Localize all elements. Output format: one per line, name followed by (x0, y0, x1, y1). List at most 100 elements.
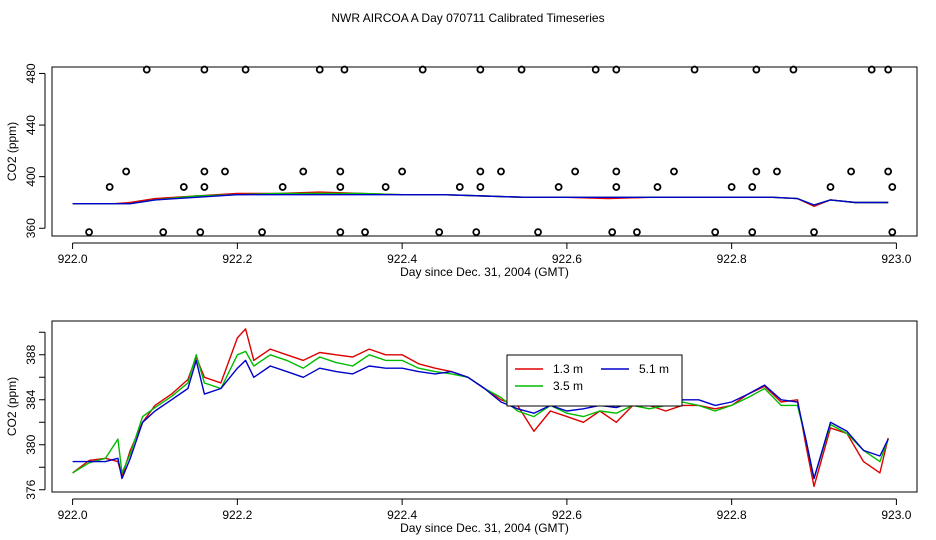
calibration-point (612, 183, 621, 191)
calibration-point (670, 167, 678, 176)
calibration-point (884, 65, 893, 74)
calibration-point (336, 183, 345, 191)
calibration-point (299, 167, 308, 176)
y-tick-label: 480 (24, 63, 38, 83)
calibration-point (455, 183, 464, 191)
x-tick-label: 922.0 (58, 252, 88, 266)
calibration-point (200, 65, 209, 74)
calibration-point (653, 183, 662, 191)
calibration-point (748, 228, 757, 237)
calibration-point (221, 167, 229, 176)
calibration-point (497, 167, 505, 176)
x-tick-label: 923.0 (881, 508, 911, 522)
x-tick-label: 922.2 (222, 252, 252, 266)
calibration-point (476, 183, 485, 191)
calibration-point (315, 65, 324, 74)
y-tick-label: 400 (24, 166, 38, 186)
x-tick-label: 922.8 (717, 252, 747, 266)
series-line-51m (72, 359, 889, 480)
x-tick-label: 922.2 (222, 508, 252, 522)
calibration-point (200, 183, 209, 191)
calibration-point (476, 65, 485, 74)
calibration-point (179, 183, 188, 191)
y-tick-label: 360 (24, 218, 38, 238)
calibration-point (200, 167, 209, 176)
x-tick-label: 923.0 (881, 252, 911, 266)
calibration-point (142, 65, 151, 74)
x-tick-label: 922.4 (387, 508, 417, 522)
calibration-point (554, 183, 563, 191)
series-line-51m (72, 193, 889, 206)
calibration-point (435, 228, 444, 237)
series-line-35m (72, 350, 889, 480)
calibration-point (472, 228, 481, 237)
series-line-13m (72, 328, 889, 488)
series-line-13m (72, 191, 889, 208)
calibration-point (888, 183, 897, 191)
calibration-point (711, 228, 720, 237)
calibration-point (517, 65, 526, 74)
calibration-point (258, 228, 266, 237)
calibration-point (196, 228, 205, 237)
x-tick-label: 922.4 (387, 252, 417, 266)
calibration-point (690, 65, 699, 74)
x-tick-label: 922.6 (552, 508, 582, 522)
calibration-point (847, 167, 855, 176)
series-line-35m (72, 192, 889, 206)
calibration-point (476, 167, 485, 176)
calibration-point (418, 65, 427, 74)
calibration-point (727, 183, 736, 191)
legend-label: 3.5 m (553, 379, 583, 393)
legend-label: 1.3 m (553, 362, 583, 376)
calibration-point (633, 228, 641, 237)
main-title: NWR AIRCOA A Day 070711 Calibrated Times… (331, 11, 604, 25)
calibration-point (773, 167, 781, 176)
x-axis-title: Day since Dec. 31, 2004 (GMT) (400, 265, 569, 279)
plot-frame (51, 320, 918, 493)
calibration-point (748, 183, 757, 191)
calibration-point (241, 65, 250, 74)
y-tick-label: 384 (24, 389, 38, 409)
y-axis-title: CO2 (ppm) (5, 122, 19, 181)
y-axis-title: CO2 (ppm) (5, 377, 19, 436)
plot-frame (51, 66, 918, 237)
calibration-point (888, 228, 897, 237)
calibration-point (340, 65, 349, 74)
y-tick-label: 388 (24, 344, 38, 364)
calibration-point (159, 228, 168, 237)
calibration-point (752, 167, 761, 176)
calibration-point (884, 167, 893, 176)
calibration-point (381, 183, 390, 191)
calibration-point (361, 228, 369, 237)
calibration-point (867, 65, 876, 74)
calibration-point (336, 228, 345, 237)
calibration-point (398, 167, 407, 176)
top-panel: 922.0 922.2 922.4 922.6 922.8 923.0 Day since … (5, 63, 918, 279)
y-tick-label: 380 (24, 434, 38, 454)
y-tick-label: 440 (24, 115, 38, 135)
x-tick-label: 922.0 (58, 508, 88, 522)
calibration-point (608, 228, 617, 237)
calibration-point (591, 65, 600, 74)
calibration-point (826, 183, 835, 191)
calibration-point (789, 65, 798, 74)
calibration-point (278, 183, 287, 191)
calibration-point (122, 167, 131, 176)
legend-label: 5.1 m (639, 362, 669, 376)
y-tick-label: 376 (24, 479, 38, 499)
calibration-point (752, 65, 761, 74)
calibration-point (85, 228, 93, 237)
calibration-point (612, 65, 621, 74)
calibration-point (612, 167, 621, 176)
calibration-point (105, 183, 114, 191)
x-axis-title: Day since Dec. 31, 2004 (GMT) (400, 521, 569, 535)
x-tick-label: 922.6 (552, 252, 582, 266)
calibration-point (810, 228, 818, 237)
calibration-point (336, 167, 345, 176)
legend-box (506, 354, 683, 407)
calibration-point (534, 228, 542, 237)
calibration-point (571, 167, 580, 176)
bottom-panel: 922.0 922.2 922.4 922.6 922.8 923.0 Day since … (5, 320, 918, 535)
x-tick-label: 922.8 (717, 508, 747, 522)
